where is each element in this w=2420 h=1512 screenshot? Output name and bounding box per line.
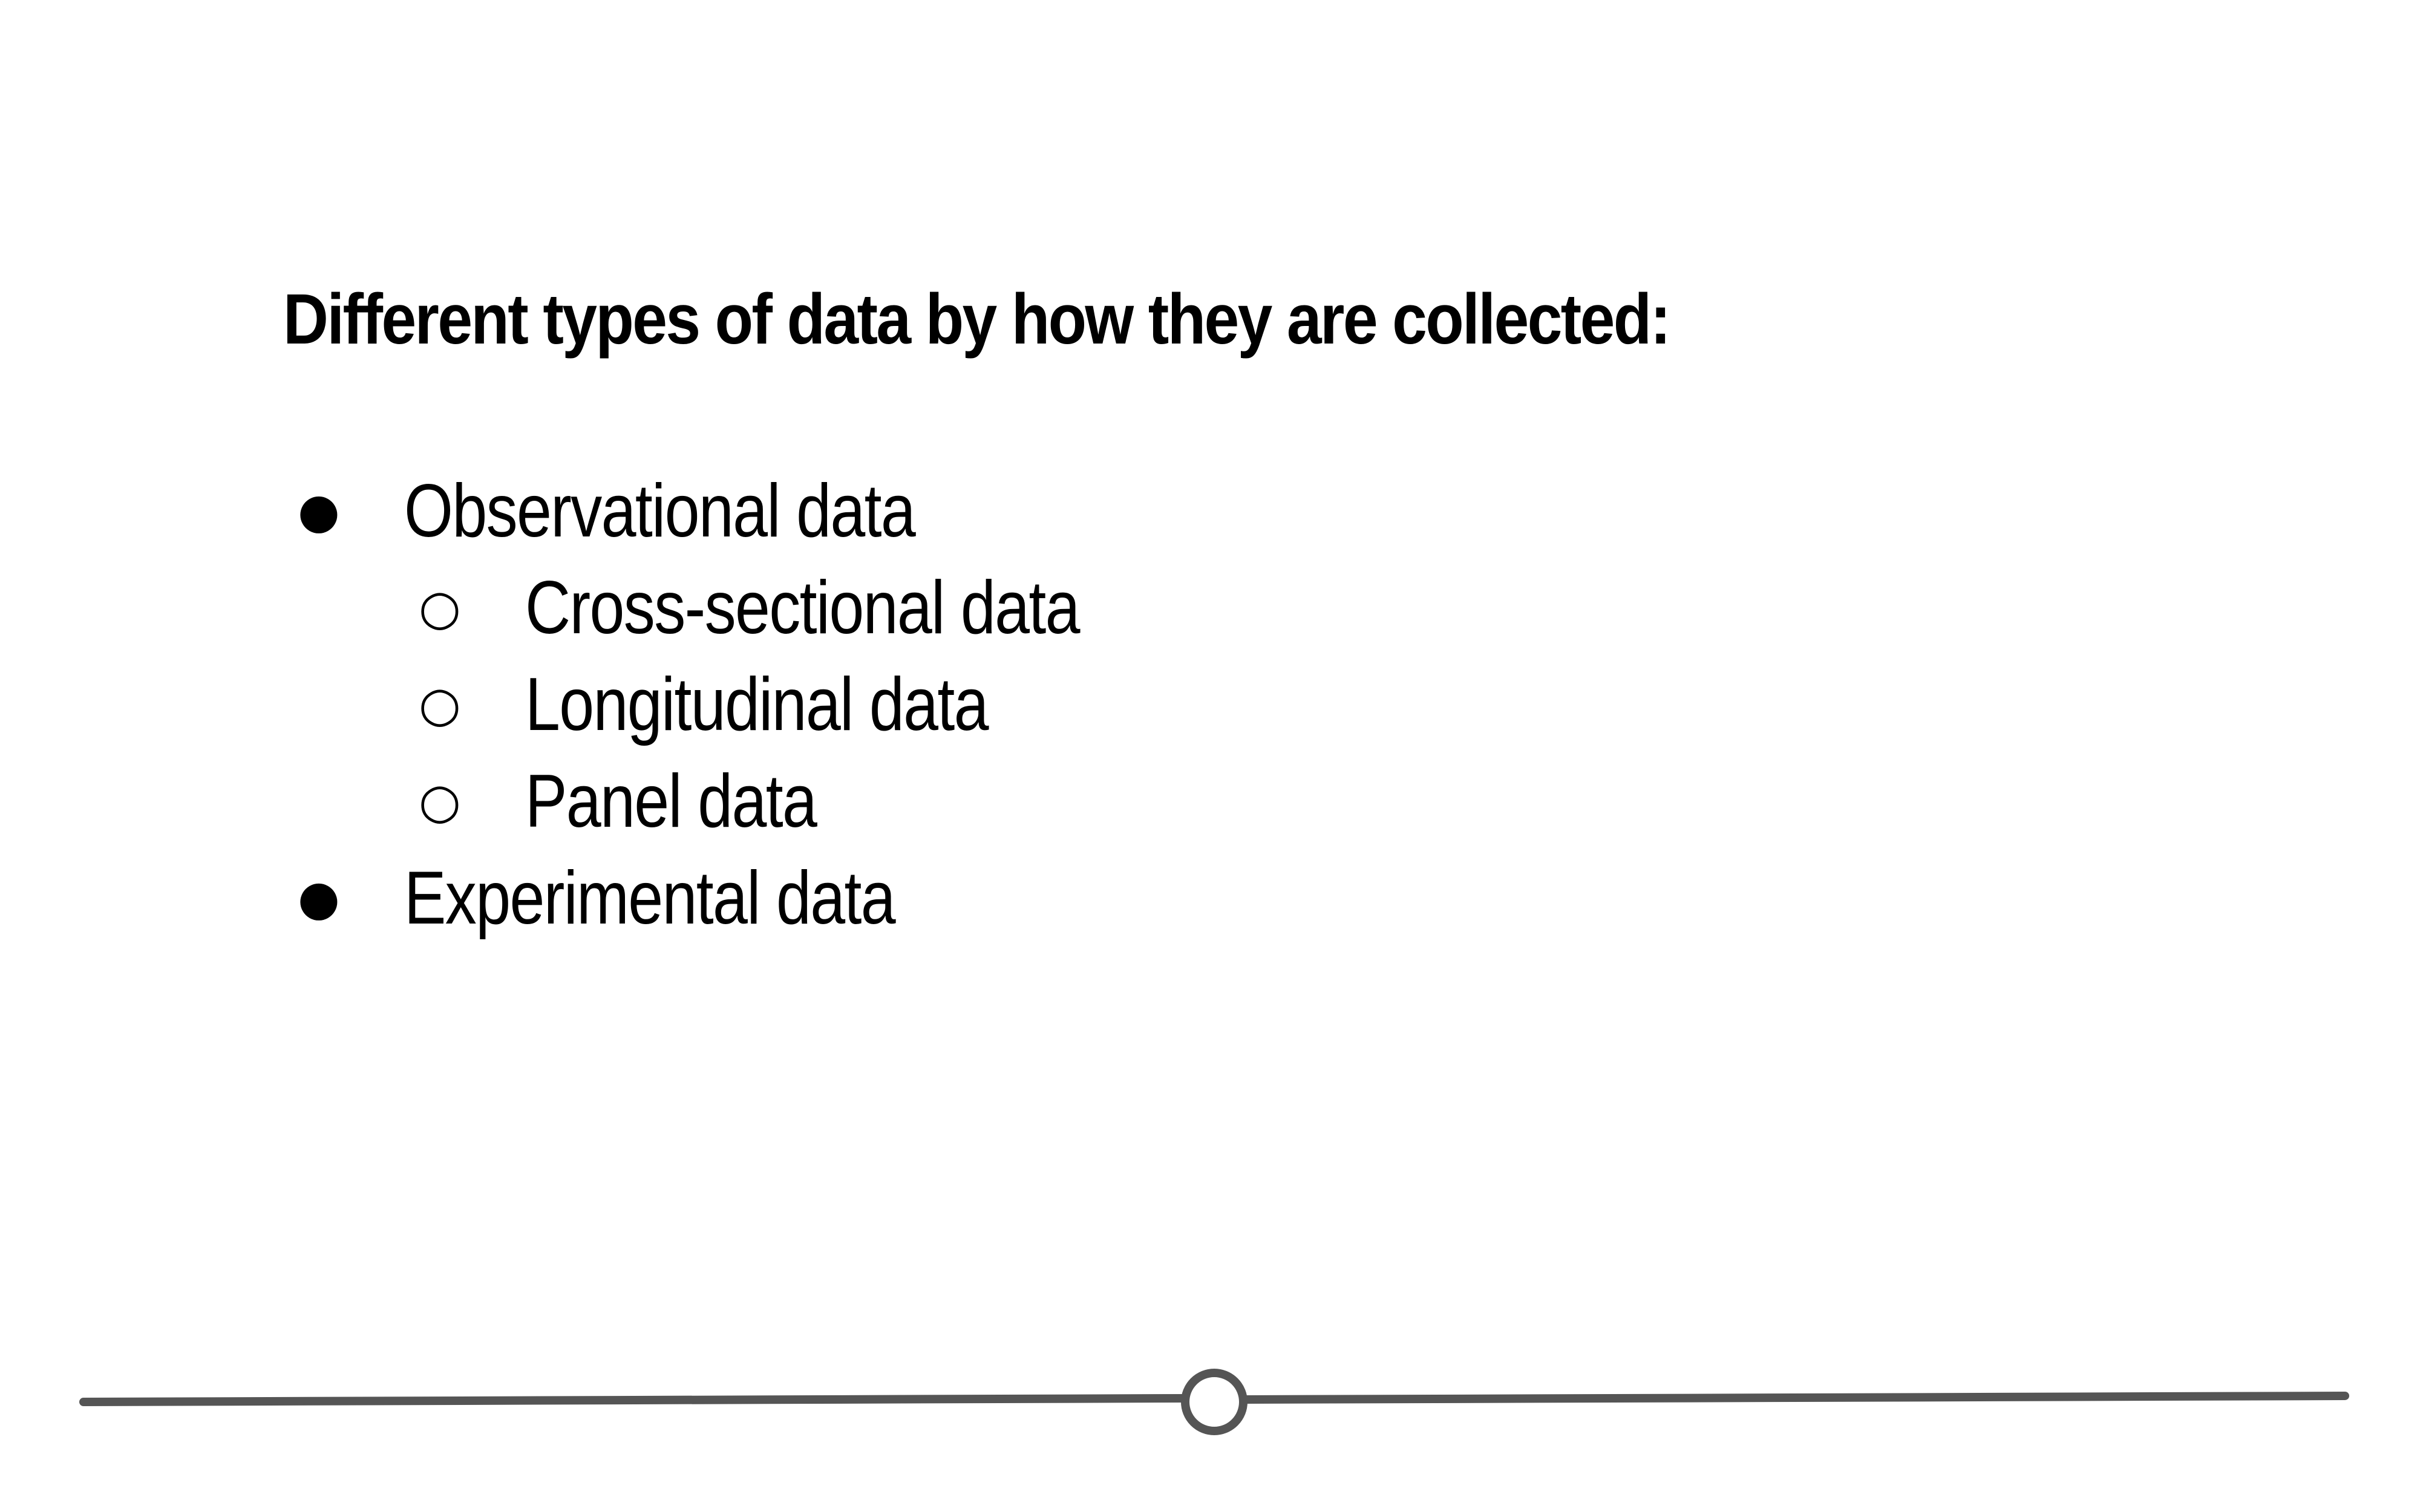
list-item-label: Panel data xyxy=(525,760,817,843)
timeline-line-right xyxy=(1242,1392,2349,1404)
list-item-label: Observational data xyxy=(404,469,916,553)
hollow-bullet-icon: ○ xyxy=(419,676,461,732)
slide-heading: Different types of data by how they are … xyxy=(283,279,1671,359)
timeline-line-left xyxy=(79,1394,1190,1406)
list-item-label: Experimental data xyxy=(404,856,896,940)
list-item-longitudinal: ○ Longitudinal data xyxy=(404,656,1076,753)
list-item-cross-sectional: ○ Cross-sectional data xyxy=(404,559,1185,656)
list-item-experimental: ● Experimental data xyxy=(283,850,988,947)
filled-bullet-icon: ● xyxy=(298,870,340,926)
hollow-bullet-icon: ○ xyxy=(419,773,461,829)
hollow-bullet-icon: ○ xyxy=(419,579,461,636)
list-item-label: Longitudinal data xyxy=(525,663,989,746)
filled-bullet-icon: ● xyxy=(298,483,340,539)
list-item-label: Cross-sectional data xyxy=(525,566,1081,650)
list-item-observational: ● Observational data xyxy=(283,463,1012,559)
hollow-circle-icon xyxy=(1181,1369,1248,1435)
list-item-panel: ○ Panel data xyxy=(404,753,872,850)
